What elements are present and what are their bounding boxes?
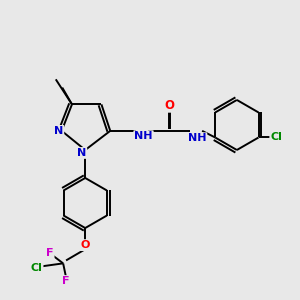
Text: Cl: Cl bbox=[270, 133, 282, 142]
Text: N: N bbox=[77, 148, 86, 158]
Text: NH: NH bbox=[188, 133, 206, 143]
Text: NH: NH bbox=[134, 131, 153, 141]
Text: N: N bbox=[54, 126, 63, 136]
Text: F: F bbox=[62, 276, 70, 286]
Text: O: O bbox=[164, 99, 174, 112]
Text: F: F bbox=[46, 248, 54, 258]
Text: Cl: Cl bbox=[31, 263, 43, 273]
Text: O: O bbox=[80, 240, 90, 250]
